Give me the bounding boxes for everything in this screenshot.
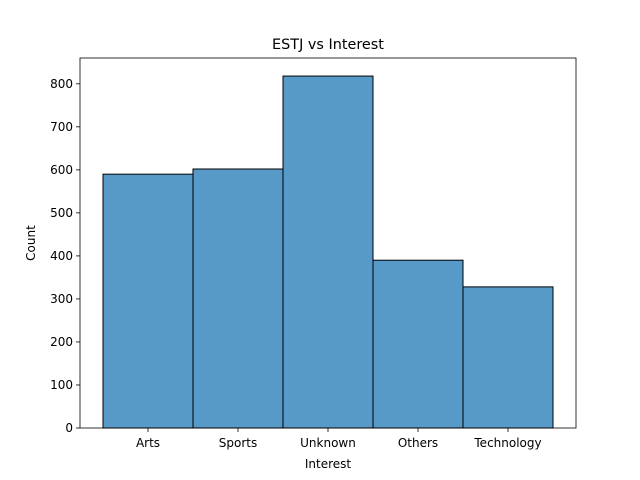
x-axis-label: Interest (305, 457, 352, 471)
x-tick-label: Arts (136, 436, 160, 450)
y-tick-label: 800 (50, 77, 73, 91)
bar-unknown (282, 75, 374, 429)
y-tick-label: 400 (50, 249, 73, 263)
bar-arts (102, 173, 194, 429)
y-tick-label: 500 (50, 206, 73, 220)
y-axis-label: Count (24, 225, 38, 261)
y-tick-label: 100 (50, 378, 73, 392)
x-axis-ticks: Arts Sports Unknown Others Technology (136, 428, 542, 450)
y-tick-label: 600 (50, 163, 73, 177)
x-tick-label: Unknown (300, 436, 356, 450)
y-axis-ticks: 0 100 200 300 400 500 600 700 800 (50, 77, 80, 435)
x-tick-label: Technology (473, 436, 541, 450)
y-tick-label: 300 (50, 292, 73, 306)
bar-technology (462, 286, 554, 429)
bar-sports (192, 168, 284, 429)
plot-frame (79, 57, 577, 429)
bars-group (102, 75, 554, 429)
y-tick-label: 700 (50, 120, 73, 134)
y-tick-label: 200 (50, 335, 73, 349)
x-tick-label: Sports (219, 436, 257, 450)
x-tick-label: Others (398, 436, 438, 450)
y-tick-label: 0 (65, 421, 73, 435)
chart-title: ESTJ vs Interest (272, 37, 384, 53)
bar-others (372, 259, 464, 429)
